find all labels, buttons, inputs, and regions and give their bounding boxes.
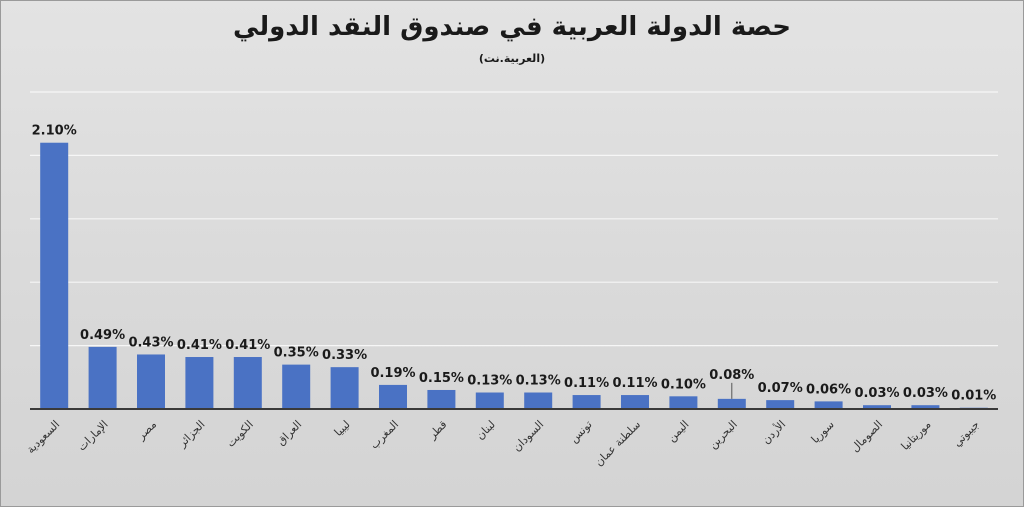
bar <box>88 346 117 409</box>
category-label: مصر <box>134 418 159 443</box>
data-label: 0.07% <box>758 381 803 396</box>
data-label: 0.13% <box>467 374 512 389</box>
category-label: لبنان <box>474 418 498 442</box>
category-label: العراق <box>274 418 304 448</box>
bar <box>911 405 940 409</box>
chart-title: حصة الدولة العربية في صندوق النقد الدولي <box>233 12 791 42</box>
category-label: ليبيا <box>332 418 353 439</box>
category-label: السعودية <box>24 418 62 456</box>
bar <box>40 142 69 409</box>
category-label: سلطنة عمان <box>592 418 643 469</box>
category-label: الصومال <box>848 418 885 455</box>
bar <box>814 401 843 409</box>
category-label: البحرين <box>706 418 739 451</box>
bar <box>621 395 649 409</box>
bar <box>717 398 746 409</box>
data-label: 0.35% <box>274 346 319 361</box>
data-label: 0.49% <box>80 328 125 343</box>
category-label: الكويت <box>224 418 256 450</box>
bar <box>137 354 165 409</box>
chart-subtitle: (العربية.نت) <box>478 52 546 65</box>
category-label: الإمارات <box>75 418 111 454</box>
data-label: 0.13% <box>516 374 561 389</box>
data-label: 0.15% <box>419 371 464 386</box>
data-label: 0.08% <box>709 368 754 383</box>
data-label: 0.03% <box>854 386 899 401</box>
data-label: 0.11% <box>564 376 609 391</box>
category-label: سوريا <box>809 418 837 446</box>
bar <box>475 392 504 409</box>
data-label: 0.33% <box>322 348 367 363</box>
bar <box>282 364 311 409</box>
bar <box>524 392 553 409</box>
category-label: قطر <box>425 418 449 442</box>
category-label: الجزائر <box>175 418 207 450</box>
data-label: 0.41% <box>225 338 270 353</box>
bar <box>427 389 456 409</box>
data-label: 0.43% <box>128 335 173 350</box>
data-label: 0.11% <box>612 376 657 391</box>
bar <box>185 357 214 409</box>
bar <box>669 396 698 409</box>
data-label: 0.19% <box>370 366 415 381</box>
bar <box>330 367 359 409</box>
data-label: 0.10% <box>661 377 706 392</box>
category-label: السودان <box>510 418 546 454</box>
data-label: 2.10% <box>32 124 77 139</box>
data-label: 0.06% <box>806 382 851 397</box>
data-label: 0.01% <box>951 389 996 404</box>
bar <box>379 384 407 409</box>
category-label: موريتانيا <box>899 418 934 453</box>
bar <box>863 405 891 409</box>
category-label: تونس <box>567 418 594 445</box>
data-label: 0.41% <box>177 338 222 353</box>
bar <box>766 400 795 409</box>
category-label: المغرب <box>368 418 402 452</box>
category-label: جيبوتي <box>951 418 982 449</box>
bar <box>572 395 601 409</box>
category-label: اليمن <box>665 418 691 444</box>
data-label: 0.03% <box>903 386 948 401</box>
category-label: الأردن <box>759 417 788 446</box>
bar <box>233 357 262 409</box>
